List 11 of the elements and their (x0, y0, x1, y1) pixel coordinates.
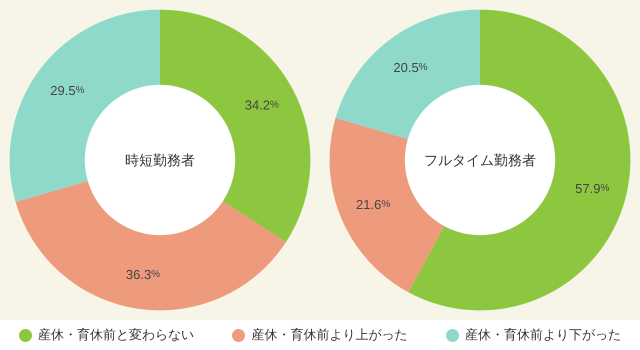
text: 時短勤務者 (125, 152, 195, 168)
data-label: 57.9% (575, 180, 610, 196)
data-label: 21.6% (356, 197, 390, 212)
legend-label: 産休・育休前より上がった (250, 326, 408, 344)
legend-label: 産休・育休前より下がった (464, 326, 621, 344)
data-label: 20.5% (393, 60, 428, 75)
text: フルタイム勤務者 (424, 152, 536, 168)
data-label: 36.3% (126, 267, 160, 282)
legend-label: 産休・育休前と変わらない (37, 326, 194, 344)
data-label: 29.5% (50, 82, 85, 98)
data-label: 34.2% (244, 97, 280, 112)
